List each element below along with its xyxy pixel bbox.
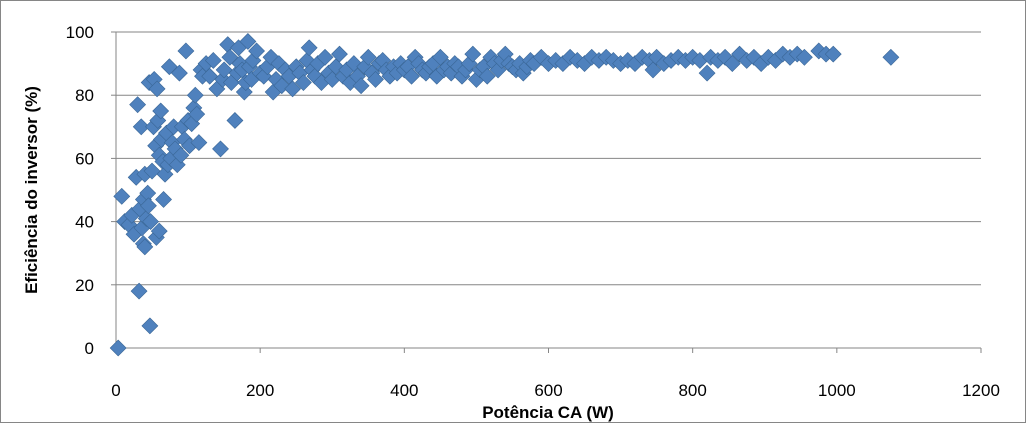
data-point xyxy=(109,339,127,357)
x-tick-label-5: 1000 xyxy=(818,381,856,400)
data-point xyxy=(352,77,370,95)
data-point xyxy=(489,61,507,79)
data-point xyxy=(201,67,219,85)
data-point xyxy=(171,64,188,82)
data-point xyxy=(882,48,900,66)
data-point xyxy=(359,48,377,66)
data-point xyxy=(160,58,178,76)
data-point xyxy=(273,77,291,95)
y-tick-label-3: 60 xyxy=(75,149,94,168)
y-tick-label-0: 0 xyxy=(85,339,94,358)
x-tick-label-1: 200 xyxy=(246,381,274,400)
data-point xyxy=(532,48,550,66)
x-tick-label-6: 1200 xyxy=(962,381,1000,400)
data-point xyxy=(367,70,384,88)
data-point xyxy=(464,45,482,63)
data-point xyxy=(204,52,222,69)
data-point xyxy=(316,48,334,66)
data-point xyxy=(132,118,150,136)
data-point xyxy=(186,86,204,104)
data-point xyxy=(155,191,172,208)
x-tick-label-3: 600 xyxy=(534,381,562,400)
data-point xyxy=(188,105,206,123)
data-point xyxy=(331,45,348,63)
data-point xyxy=(255,67,273,85)
data-point xyxy=(698,64,716,82)
data-point xyxy=(300,39,318,57)
data-point xyxy=(731,45,748,63)
x-tick-label-0: 0 xyxy=(111,381,120,400)
data-point xyxy=(143,162,161,180)
tick-labels: 0 200 400 600 800 1000 1200 0 20 40 60 80 100 xyxy=(66,23,1000,400)
data-point xyxy=(212,140,229,158)
data-point xyxy=(141,317,159,335)
data-point xyxy=(226,112,244,129)
data-point xyxy=(150,222,168,240)
data-point xyxy=(172,146,190,164)
data-point xyxy=(140,197,157,215)
x-tick-label-2: 400 xyxy=(390,381,418,400)
data-point xyxy=(644,61,662,79)
data-point xyxy=(148,80,166,98)
y-tick-label-2: 40 xyxy=(75,213,94,232)
data-point xyxy=(190,134,208,152)
data-points xyxy=(109,33,900,357)
x-tick-label-4: 800 xyxy=(678,381,706,400)
y-tick-label-5: 100 xyxy=(66,23,94,42)
data-point xyxy=(221,48,239,66)
data-point xyxy=(723,55,741,73)
data-point xyxy=(294,74,312,91)
data-point xyxy=(239,33,257,50)
data-point xyxy=(142,213,160,231)
data-point xyxy=(152,102,170,120)
data-point xyxy=(113,187,131,205)
data-point xyxy=(403,67,420,85)
x-axis-title: Potência CA (W) xyxy=(482,403,614,422)
y-tick-label-1: 20 xyxy=(75,276,94,295)
data-point xyxy=(284,80,302,98)
y-tick-label-4: 80 xyxy=(75,86,94,105)
data-point xyxy=(156,165,174,183)
data-point xyxy=(478,67,496,85)
data-point xyxy=(824,45,842,63)
data-point xyxy=(129,96,147,114)
data-point xyxy=(177,42,195,60)
y-axis-title: Eficiência do inversor (%) xyxy=(22,86,41,294)
data-point xyxy=(248,42,265,60)
data-point xyxy=(356,58,374,76)
data-point xyxy=(168,156,186,174)
data-point xyxy=(745,48,763,66)
data-point xyxy=(795,48,813,66)
data-point xyxy=(130,282,148,300)
data-point xyxy=(136,238,154,256)
data-point xyxy=(215,61,233,79)
